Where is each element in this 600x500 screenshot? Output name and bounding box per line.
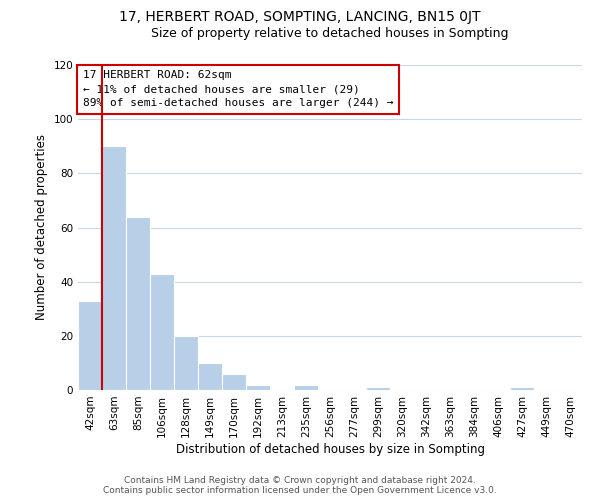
Bar — [102, 146, 126, 390]
Text: 17 HERBERT ROAD: 62sqm
← 11% of detached houses are smaller (29)
89% of semi-det: 17 HERBERT ROAD: 62sqm ← 11% of detached… — [83, 70, 394, 108]
Y-axis label: Number of detached properties: Number of detached properties — [35, 134, 48, 320]
Bar — [510, 388, 534, 390]
Bar — [150, 274, 174, 390]
Text: 17, HERBERT ROAD, SOMPTING, LANCING, BN15 0JT: 17, HERBERT ROAD, SOMPTING, LANCING, BN1… — [119, 10, 481, 24]
Bar — [366, 388, 390, 390]
Bar — [174, 336, 198, 390]
Bar — [222, 374, 246, 390]
Title: Size of property relative to detached houses in Sompting: Size of property relative to detached ho… — [151, 27, 509, 40]
Bar — [246, 384, 270, 390]
Bar — [78, 300, 102, 390]
Bar — [294, 384, 318, 390]
X-axis label: Distribution of detached houses by size in Sompting: Distribution of detached houses by size … — [176, 442, 485, 456]
Bar — [126, 216, 150, 390]
Text: Contains HM Land Registry data © Crown copyright and database right 2024.
Contai: Contains HM Land Registry data © Crown c… — [103, 476, 497, 495]
Bar — [198, 363, 222, 390]
